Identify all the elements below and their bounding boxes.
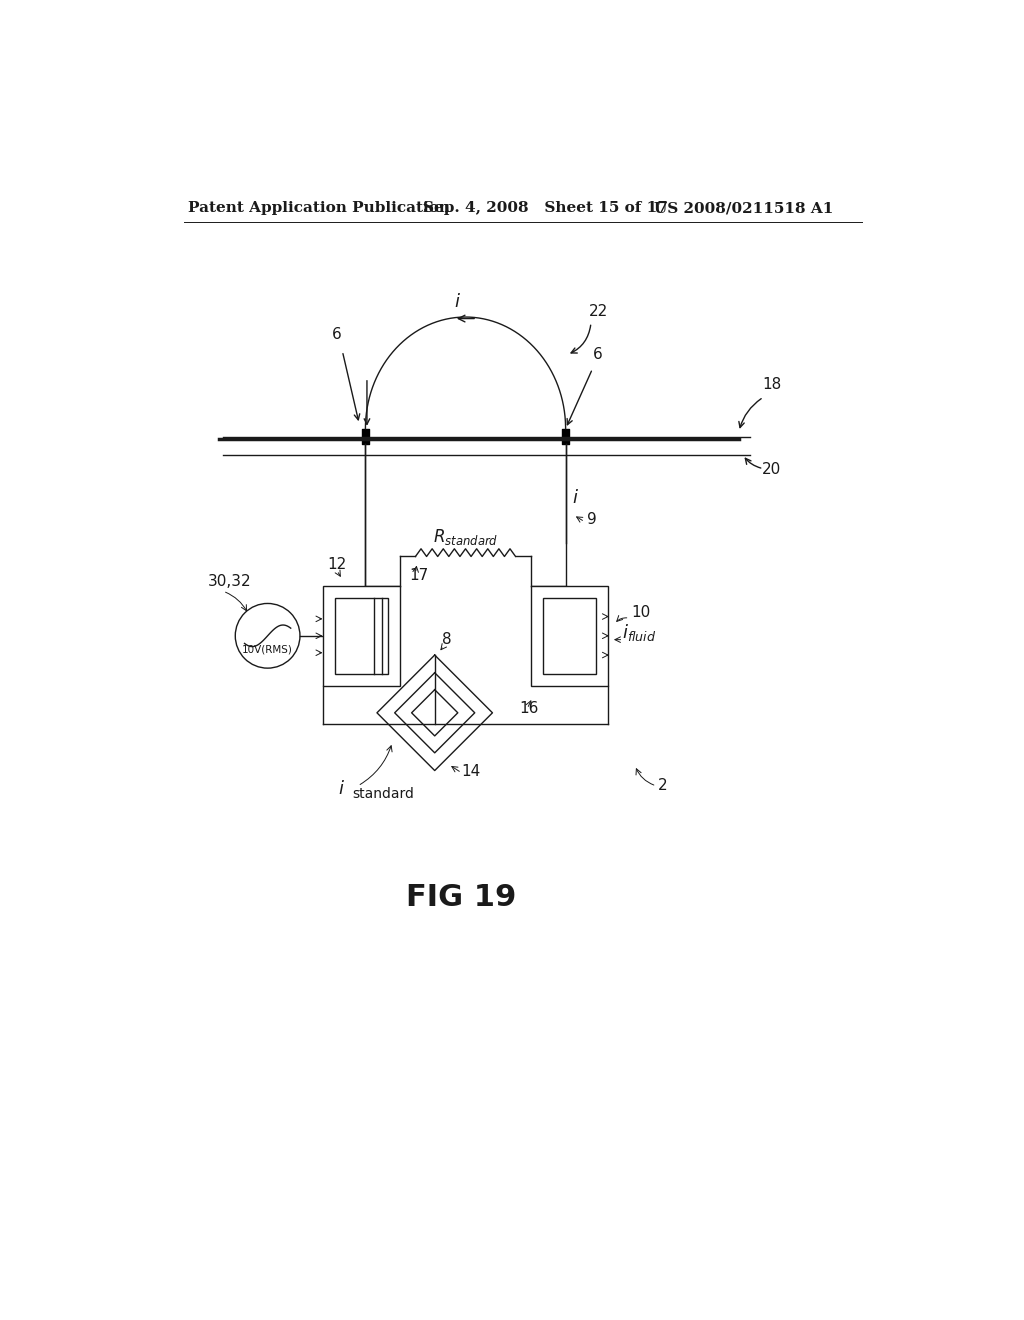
Text: 17: 17 [410, 568, 429, 582]
Bar [336, 598, 388, 673]
Text: 12: 12 [327, 557, 346, 572]
Text: $R_{standard}$: $R_{standard}$ [433, 527, 499, 548]
Text: $i$: $i$ [339, 780, 345, 797]
Text: $i$: $i$ [455, 293, 461, 312]
Text: Patent Application Publication: Patent Application Publication [188, 202, 451, 215]
Bar [531, 586, 608, 686]
Bar [544, 598, 596, 673]
Text: 22: 22 [589, 304, 608, 319]
Text: 8: 8 [442, 631, 452, 647]
Text: US 2008/0211518 A1: US 2008/0211518 A1 [654, 202, 834, 215]
Text: FIG 19: FIG 19 [407, 883, 517, 912]
Text: 14: 14 [462, 764, 481, 779]
Text: 30,32: 30,32 [208, 574, 251, 589]
Text: 10V(RMS): 10V(RMS) [243, 644, 293, 655]
Bar [323, 586, 400, 686]
Text: 20: 20 [762, 462, 781, 477]
Text: 10: 10 [631, 605, 650, 619]
Text: 6: 6 [593, 347, 602, 362]
Text: 2: 2 [658, 777, 668, 793]
Text: standard: standard [352, 787, 414, 800]
Text: 6: 6 [332, 327, 342, 342]
Text: $i_{fluid}$: $i_{fluid}$ [622, 622, 656, 643]
Text: 16: 16 [519, 701, 539, 715]
Text: $i$: $i$ [571, 490, 579, 507]
Text: 9: 9 [587, 512, 597, 527]
Text: 18: 18 [762, 378, 781, 392]
Text: Sep. 4, 2008   Sheet 15 of 17: Sep. 4, 2008 Sheet 15 of 17 [423, 202, 668, 215]
